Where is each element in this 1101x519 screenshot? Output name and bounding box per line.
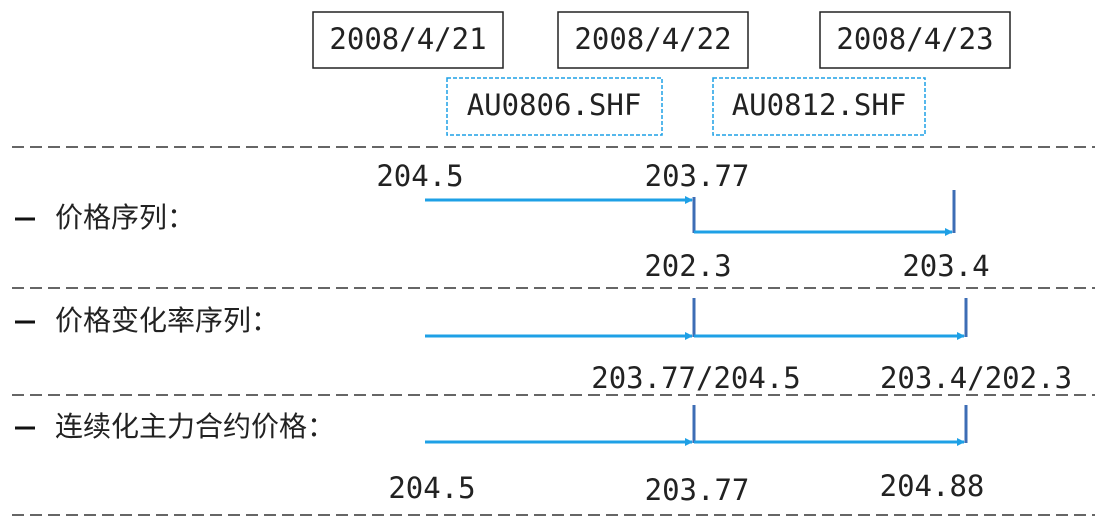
value: 203.77/204.5: [591, 361, 801, 395]
value: 203.4/202.3: [880, 361, 1072, 395]
value: 203.4: [902, 249, 989, 283]
row-label: 价格变化率序列：: [55, 304, 279, 337]
date: 2008/4/23: [836, 22, 993, 56]
value: 203.77: [645, 473, 750, 507]
date: 2008/4/22: [574, 22, 731, 56]
contract: AU0806.SHF: [467, 88, 642, 122]
date-box: [312, 11, 504, 69]
date-box: [557, 11, 749, 69]
contract: AU0812.SHF: [732, 88, 907, 122]
value: 203.77: [645, 159, 750, 193]
value: 204.5: [388, 471, 475, 505]
contract-box: [446, 77, 663, 136]
date-box: [819, 11, 1011, 69]
value: 204.5: [376, 159, 463, 193]
row-label: 价格序列：: [55, 201, 195, 234]
value: 204.88: [880, 469, 985, 503]
value: 202.3: [644, 249, 731, 283]
contract-box: [712, 77, 926, 136]
date: 2008/4/21: [329, 22, 486, 56]
row-label: 连续化主力合约价格：: [55, 410, 335, 443]
